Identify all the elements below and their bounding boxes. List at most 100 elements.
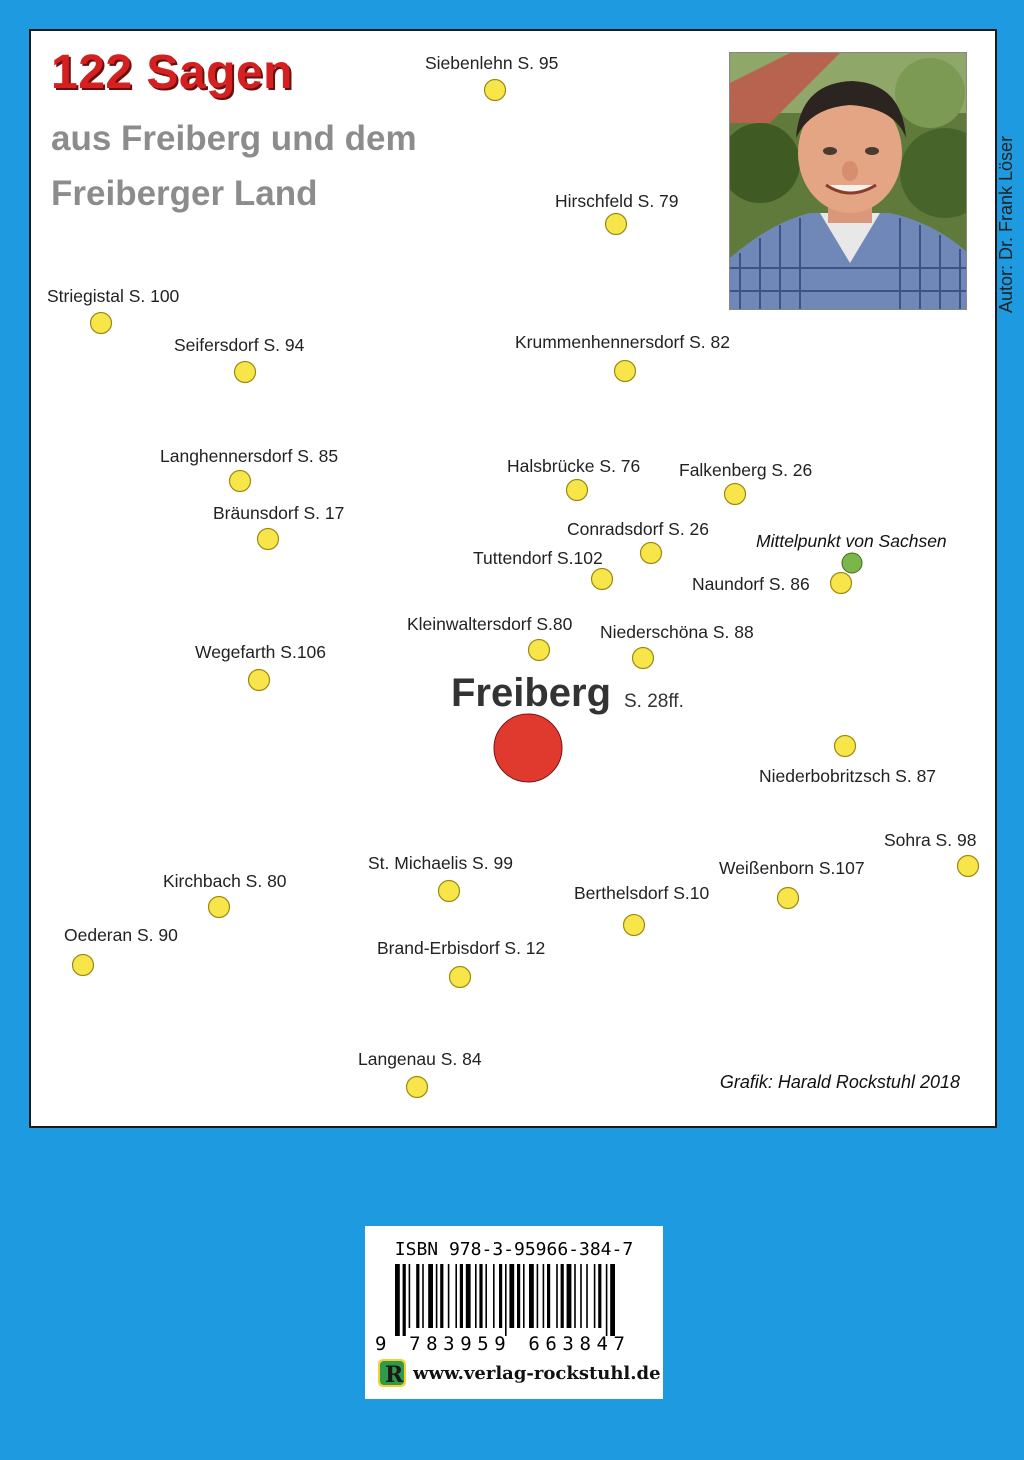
website-text[interactable]: www.verlag-rockstuhl.de bbox=[413, 1362, 661, 1384]
barcode-box: ISBN 978-3-95966-384-7 9 783959 663847 R… bbox=[365, 1226, 663, 1399]
barcode-bar bbox=[560, 1264, 564, 1328]
place-marker bbox=[228, 469, 252, 493]
place-label: Kirchbach S. 80 bbox=[163, 871, 287, 891]
author-portrait-image bbox=[730, 53, 966, 309]
barcode-bar bbox=[435, 1264, 438, 1328]
place-marker bbox=[590, 567, 614, 591]
freiberg-marker bbox=[493, 713, 563, 783]
place-marker bbox=[776, 886, 800, 910]
barcode-bar bbox=[586, 1264, 588, 1328]
place-label: Conradsdorf S. 26 bbox=[567, 519, 709, 539]
barcode-bar bbox=[402, 1264, 406, 1336]
place-marker bbox=[207, 895, 231, 919]
barcode-bar bbox=[440, 1264, 444, 1328]
place-label: Niederbobritzsch S. 87 bbox=[759, 766, 936, 786]
place-marker bbox=[604, 212, 628, 236]
place-marker bbox=[405, 1075, 429, 1099]
graphic-credit: Grafik: Harald Rockstuhl 2018 bbox=[719, 1072, 960, 1092]
place-marker bbox=[233, 360, 257, 384]
cover-panel: 122 Sagen aus Freiberg und dem Freiberge… bbox=[29, 29, 1016, 1128]
place-label: Kleinwaltersdorf S.80 bbox=[407, 614, 573, 634]
barcode-bar bbox=[465, 1264, 471, 1328]
place-label: Seifersdorf S. 94 bbox=[174, 335, 305, 355]
barcode-bar bbox=[485, 1264, 487, 1328]
place-map: Siebenlehn S. 95 Hirschfeld S. 79 Striegis… bbox=[47, 53, 980, 1099]
place-marker bbox=[437, 879, 461, 903]
barcode-bar bbox=[447, 1264, 450, 1328]
barcode-bar bbox=[455, 1264, 457, 1328]
isbn-text: ISBN 978-3-95966-384-7 bbox=[394, 1239, 634, 1260]
place-marker bbox=[631, 646, 655, 670]
place-label: Halsbrücke S. 76 bbox=[507, 456, 640, 476]
barcode-bar bbox=[605, 1264, 608, 1336]
place-label: Striegistal S. 100 bbox=[47, 286, 180, 306]
midpoint-marker bbox=[841, 552, 863, 574]
place-marker bbox=[613, 359, 637, 383]
place-label: Siebenlehn S. 95 bbox=[425, 53, 558, 73]
place-label: Oederan S. 90 bbox=[64, 925, 178, 945]
book-title: 122 Sagen bbox=[51, 46, 293, 99]
place-marker bbox=[956, 854, 980, 878]
barcode-bar bbox=[598, 1264, 602, 1328]
place-marker bbox=[622, 913, 646, 937]
barcode-bar bbox=[475, 1264, 477, 1328]
barcode-bar bbox=[493, 1264, 495, 1328]
place-marker bbox=[833, 734, 857, 758]
midpoint-label: Mittelpunkt von Sachsen bbox=[756, 531, 947, 551]
barcode-bar bbox=[556, 1264, 558, 1328]
place-label: Weißenborn S.107 bbox=[719, 858, 865, 878]
place-label: Brand-Erbisdorf S. 12 bbox=[377, 938, 545, 958]
freiberg-label: Freiberg bbox=[451, 671, 611, 715]
barcode-digits: 9 783959 663847 bbox=[375, 1333, 625, 1354]
barcode-bar bbox=[542, 1264, 545, 1328]
barcode-bar bbox=[610, 1264, 615, 1336]
barcode-bar bbox=[505, 1264, 507, 1336]
barcode-bar bbox=[509, 1264, 515, 1328]
place-label: Langenau S. 84 bbox=[358, 1049, 482, 1069]
freiberg-page-label: S. 28ff. bbox=[624, 691, 684, 712]
place-label: Naundorf S. 86 bbox=[692, 574, 810, 594]
barcode-bar bbox=[428, 1264, 433, 1328]
barcode-bar bbox=[536, 1264, 539, 1328]
barcode-bar bbox=[499, 1264, 503, 1328]
barcode-bar bbox=[593, 1264, 596, 1328]
publisher-website[interactable]: R www.verlag-rockstuhl.de bbox=[377, 1358, 661, 1388]
place-label: Hirschfeld S. 79 bbox=[555, 191, 679, 211]
place-marker bbox=[639, 541, 663, 565]
publisher-logo-icon: R bbox=[378, 1359, 406, 1388]
barcode-bar bbox=[547, 1264, 551, 1328]
place-label: Falkenberg S. 26 bbox=[679, 460, 812, 480]
place-marker bbox=[247, 668, 271, 692]
subtitle-line-1: aus Freiberg und dem bbox=[51, 119, 417, 158]
place-marker bbox=[829, 571, 853, 595]
place-marker bbox=[527, 638, 551, 662]
place-marker bbox=[483, 78, 507, 102]
barcode-bar bbox=[479, 1264, 483, 1328]
barcode-bar bbox=[416, 1264, 420, 1328]
barcode-bar bbox=[523, 1264, 525, 1328]
place-label: Sohra S. 98 bbox=[884, 830, 976, 850]
place-label: Berthelsdorf S.10 bbox=[574, 883, 709, 903]
place-label: Krummenhennersdorf S. 82 bbox=[515, 332, 730, 352]
author-photo bbox=[729, 52, 967, 310]
barcode-bar bbox=[529, 1264, 534, 1328]
place-marker bbox=[89, 311, 113, 335]
barcode-bar bbox=[395, 1264, 400, 1336]
place-marker bbox=[256, 527, 280, 551]
barcode-bar bbox=[580, 1264, 582, 1328]
place-label: Langhennersdorf S. 85 bbox=[160, 446, 338, 466]
publisher-logo-letter: R bbox=[385, 1362, 404, 1388]
barcode-bar bbox=[459, 1264, 463, 1328]
place-label: Tuttendorf S.102 bbox=[473, 548, 603, 568]
place-marker bbox=[71, 953, 95, 977]
place-label: Niederschöna S. 88 bbox=[600, 622, 754, 642]
barcode-bar bbox=[408, 1264, 411, 1328]
place-marker bbox=[448, 965, 472, 989]
barcode-bar bbox=[566, 1264, 572, 1328]
subtitle-line-2: Freiberger Land bbox=[51, 174, 318, 213]
place-label: Wegefarth S.106 bbox=[195, 642, 326, 662]
barcode: 9 783959 663847 bbox=[375, 1264, 625, 1354]
barcode-bar bbox=[574, 1264, 576, 1328]
author-caption: Autor: Dr. Frank Löser bbox=[996, 135, 1016, 313]
barcode-bar bbox=[422, 1264, 424, 1328]
